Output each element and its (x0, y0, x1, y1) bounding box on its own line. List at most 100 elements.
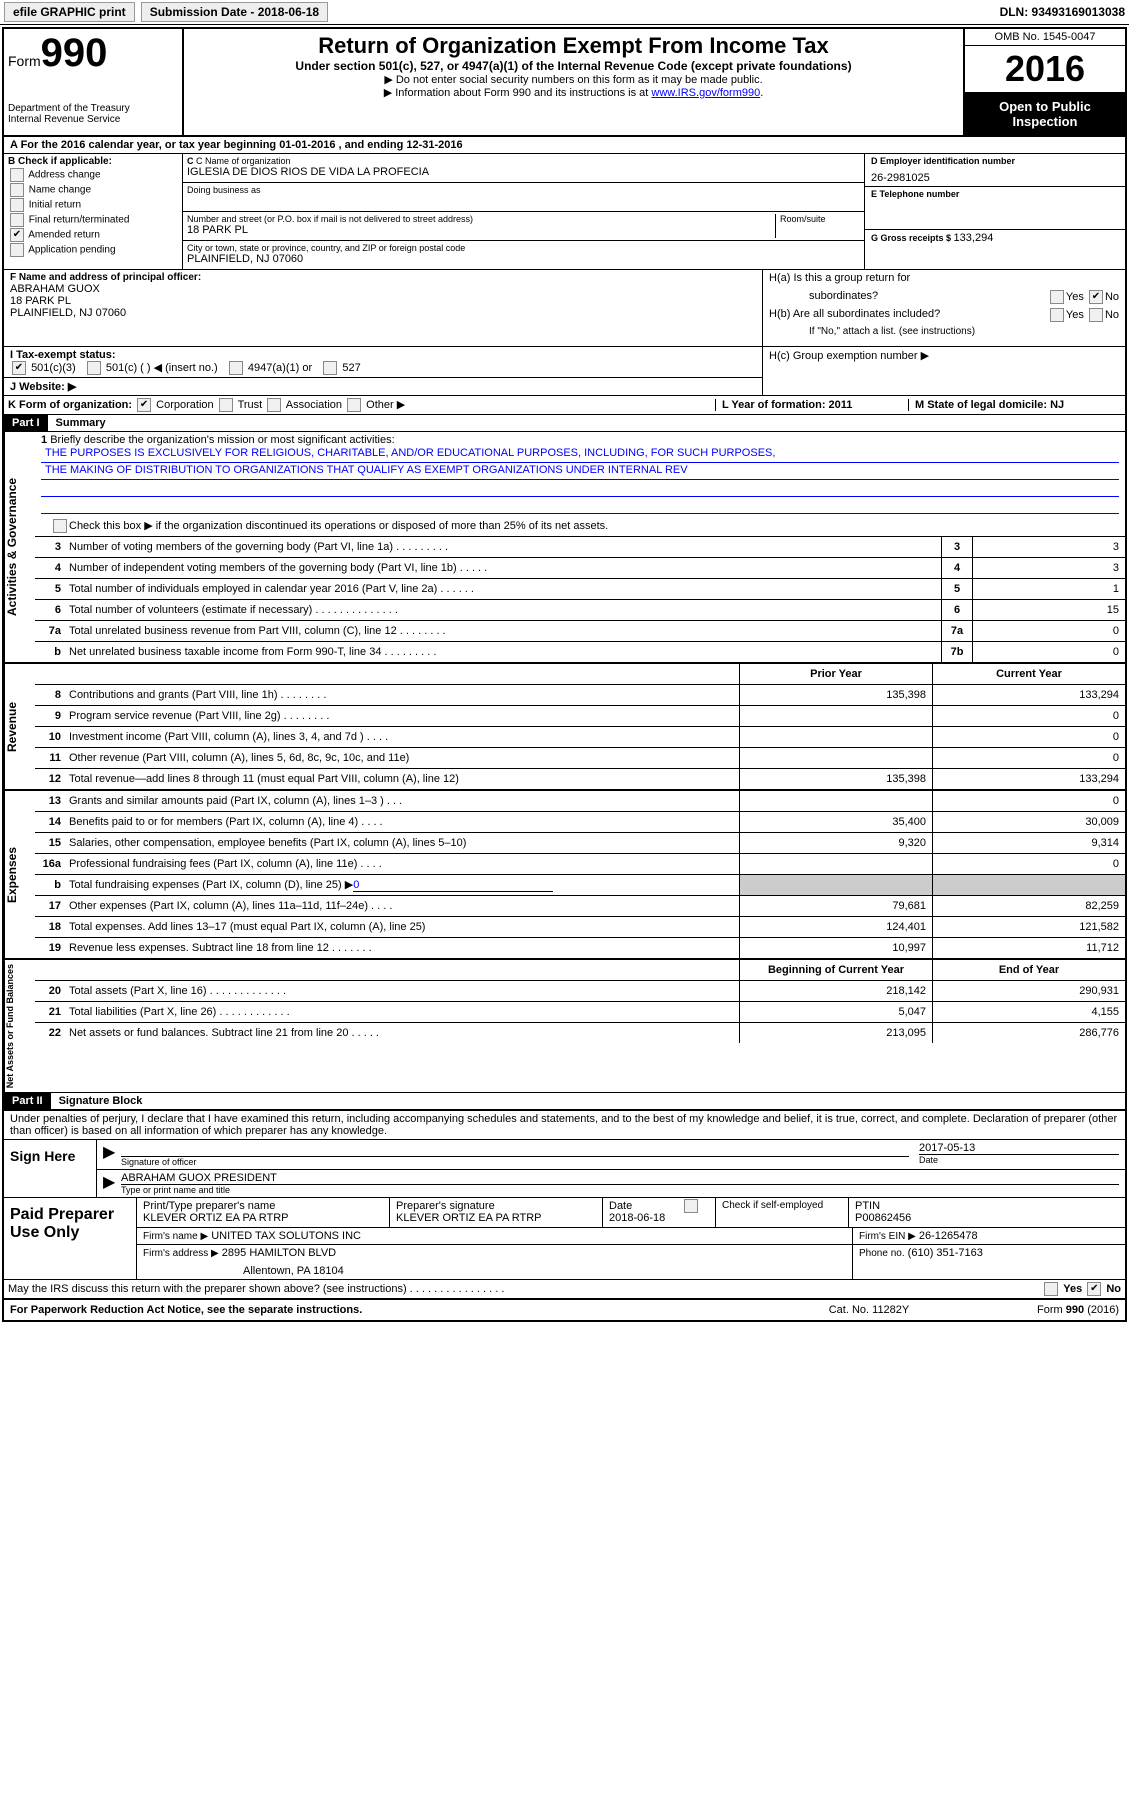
curr-8: 133,294 (932, 685, 1125, 705)
discuss-question: May the IRS discuss this return with the… (8, 1283, 1042, 1295)
prior-15: 9,320 (739, 833, 932, 853)
beginning-year-header: Beginning of Current Year (739, 960, 932, 980)
self-employed-checkbox[interactable] (684, 1199, 698, 1213)
name-change-checkbox[interactable] (10, 183, 24, 197)
firm-name-label: Firm's name ▶ (143, 1231, 208, 1242)
ein-value: 26-2981025 (871, 166, 1119, 184)
501c3-checkbox[interactable] (12, 361, 26, 375)
mission-text-1: THE PURPOSES IS EXCLUSIVELY FOR RELIGIOU… (41, 446, 1119, 463)
part-2-header: Part II (4, 1093, 51, 1109)
prior-21: 5,047 (739, 1002, 932, 1022)
trust-checkbox[interactable] (219, 398, 233, 412)
state-domicile: M State of legal domicile: NJ (915, 399, 1064, 411)
line-10: Investment income (Part VIII, column (A)… (65, 729, 739, 745)
paid-preparer-label: Paid Preparer Use Only (4, 1198, 137, 1279)
ha-yes-checkbox[interactable] (1050, 290, 1064, 304)
ha-no-checkbox[interactable] (1089, 290, 1103, 304)
line-17: Other expenses (Part IX, column (A), lin… (65, 898, 739, 914)
firm-addr2: Allentown, PA 18104 (143, 1259, 846, 1277)
prior-11 (739, 748, 932, 768)
line-22: Net assets or fund balances. Subtract li… (65, 1025, 739, 1041)
ptin-label: PTIN (855, 1200, 1119, 1212)
address-change-checkbox[interactable] (10, 168, 24, 182)
officer-addr2: PLAINFIELD, NJ 07060 (10, 307, 756, 319)
col-b-checkboxes: B Check if applicable: Address change Na… (4, 154, 183, 269)
discuss-no-checkbox[interactable] (1087, 1282, 1101, 1296)
val-5: 1 (972, 579, 1125, 599)
cat-no: Cat. No. 11282Y (779, 1304, 959, 1316)
curr-11: 0 (932, 748, 1125, 768)
line-14: Benefits paid to or for members (Part IX… (65, 814, 739, 830)
line-11: Other revenue (Part VIII, column (A), li… (65, 750, 739, 766)
firm-ein: 26-1265478 (919, 1230, 978, 1242)
officer-sig-name: ABRAHAM GUOX PRESIDENT (121, 1172, 1119, 1184)
part-1-header: Part I (4, 415, 48, 431)
tax-exempt-label: I Tax-exempt status: (10, 349, 116, 361)
line-6: Total number of volunteers (estimate if … (65, 602, 941, 618)
amended-return-checkbox[interactable] (10, 228, 24, 242)
form-footer: Form 990 (2016) (959, 1304, 1119, 1316)
curr-20: 290,931 (932, 981, 1125, 1001)
discontinued-checkbox[interactable] (53, 519, 67, 533)
assoc-checkbox[interactable] (267, 398, 281, 412)
form-note-1: ▶ Do not enter social security numbers o… (192, 73, 955, 86)
efile-button[interactable]: efile GRAPHIC print (4, 2, 135, 22)
other-checkbox[interactable] (347, 398, 361, 412)
firm-phone-label: Phone no. (859, 1248, 905, 1259)
part-1-title: Summary (48, 417, 106, 429)
final-return-checkbox[interactable] (10, 213, 24, 227)
year-formation: L Year of formation: 2011 (722, 399, 852, 411)
website-label: J Website: ▶ (10, 381, 76, 393)
4947-checkbox[interactable] (229, 361, 243, 375)
prior-12: 135,398 (739, 769, 932, 789)
instructions-link[interactable]: www.IRS.gov/form990 (651, 87, 760, 99)
form-subtitle: Under section 501(c), 527, or 4947(a)(1)… (192, 59, 955, 73)
form-label: Form (8, 53, 41, 69)
corp-checkbox[interactable] (137, 398, 151, 412)
hb-no-checkbox[interactable] (1089, 308, 1103, 322)
mission-question: Briefly describe the organization's miss… (50, 434, 394, 446)
val-7b: 0 (972, 642, 1125, 662)
street-address: 18 PARK PL (187, 224, 775, 236)
preparer-sig: KLEVER ORTIZ EA PA RTRP (396, 1212, 596, 1224)
527-checkbox[interactable] (323, 361, 337, 375)
501c-checkbox[interactable] (87, 361, 101, 375)
street-label: Number and street (or P.O. box if mail i… (187, 214, 775, 224)
ha-label: H(a) Is this a group return for (769, 272, 910, 284)
penalty-statement: Under penalties of perjury, I declare th… (4, 1111, 1125, 1139)
application-pending-checkbox[interactable] (10, 243, 24, 257)
col-b-label: B Check if applicable: (8, 156, 178, 167)
line-19: Revenue less expenses. Subtract line 18 … (65, 940, 739, 956)
form-header: Form990 Department of the Treasury Inter… (4, 29, 1125, 137)
sig-date: 2017-05-13 (919, 1142, 1119, 1154)
firm-ein-label: Firm's EIN ▶ (859, 1231, 916, 1242)
form-org-label: K Form of organization: (8, 399, 132, 411)
tax-year: 2016 (965, 46, 1125, 93)
ha-sub: subordinates? (769, 290, 878, 302)
curr-18: 121,582 (932, 917, 1125, 937)
pra-notice: For Paperwork Reduction Act Notice, see … (10, 1304, 362, 1316)
discuss-yes-checkbox[interactable] (1044, 1282, 1058, 1296)
sign-arrow-icon: ▶ (103, 1142, 121, 1167)
line-16a: Professional fundraising fees (Part IX, … (65, 856, 739, 872)
form-note-2: ▶ Information about Form 990 and its ins… (192, 86, 955, 99)
preparer-sig-label: Preparer's signature (396, 1200, 596, 1212)
firm-addr1: 2895 HAMILTON BLVD (222, 1247, 336, 1259)
prior-year-header: Prior Year (739, 664, 932, 684)
officer-name: ABRAHAM GUOX (10, 283, 756, 295)
open-public-1: Open to Public (967, 99, 1123, 114)
ptin-value: P00862456 (855, 1212, 1119, 1224)
city-label: City or town, state or province, country… (187, 243, 860, 253)
hb-label: H(b) Are all subordinates included? (769, 308, 940, 320)
form-number: 990 (41, 31, 108, 75)
expenses-label: Expenses (4, 791, 35, 958)
initial-return-checkbox[interactable] (10, 198, 24, 212)
line-21: Total liabilities (Part X, line 26) . . … (65, 1004, 739, 1020)
hc-label: H(c) Group exemption number ▶ (769, 349, 1119, 367)
prior-13 (739, 791, 932, 811)
curr-16a: 0 (932, 854, 1125, 874)
hb-yes-checkbox[interactable] (1050, 308, 1064, 322)
end-year-header: End of Year (932, 960, 1125, 980)
curr-12: 133,294 (932, 769, 1125, 789)
line-18: Total expenses. Add lines 13–17 (must eq… (65, 919, 739, 935)
